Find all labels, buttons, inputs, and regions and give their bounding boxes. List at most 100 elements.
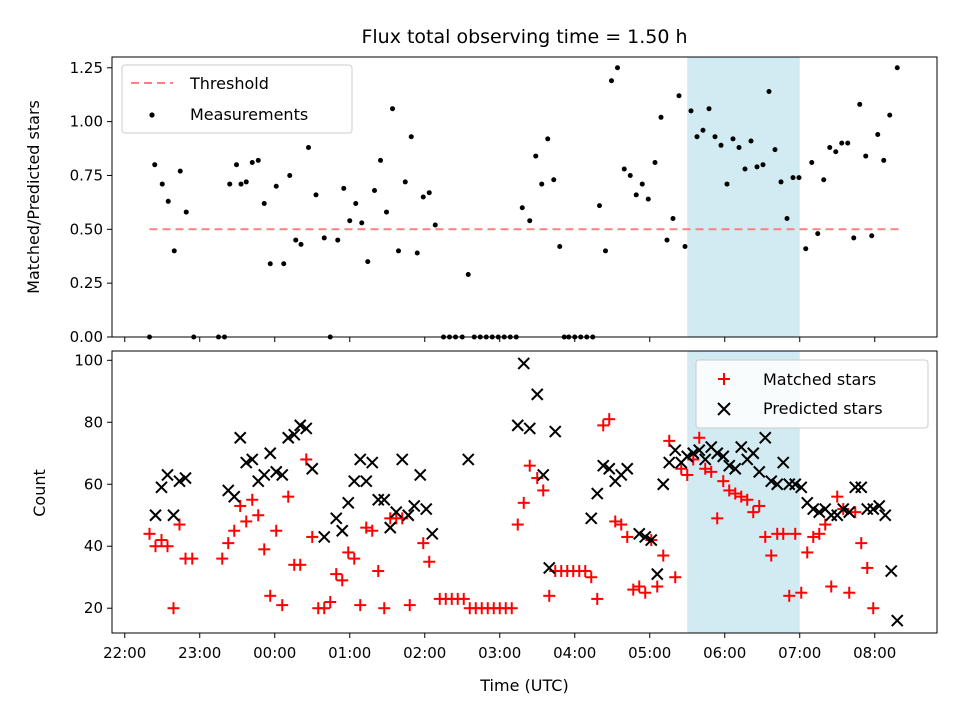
lower-y-tick-label: 80 xyxy=(84,413,103,431)
matched-stars-point xyxy=(861,561,874,574)
predicted-stars-point xyxy=(511,419,524,432)
x-tick-label: 22:00 xyxy=(103,644,146,662)
matched-stars-point xyxy=(603,413,616,426)
x-tick-label: 23:00 xyxy=(178,644,221,662)
predicted-stars-point xyxy=(681,450,694,463)
matched-stars-point xyxy=(294,558,307,571)
matched-stars-point xyxy=(765,549,778,562)
measurement-point xyxy=(372,188,377,194)
matched-stars-point xyxy=(795,586,808,599)
predicted-stars-point xyxy=(390,505,403,519)
matched-stars-point xyxy=(336,574,349,587)
matched-stars-point xyxy=(813,527,826,540)
predicted-stars-point xyxy=(173,474,186,488)
predicted-stars-point xyxy=(759,431,772,444)
matched-stars-point xyxy=(579,565,592,578)
measurement-point xyxy=(306,144,311,150)
measurement-point xyxy=(833,149,839,155)
x-tick-label: 05:00 xyxy=(628,644,671,662)
upper-y-tick-label: 1.00 xyxy=(70,113,103,131)
x-axis-label: Time (UTC) xyxy=(479,676,568,695)
x-tick-label: 07:00 xyxy=(778,644,821,662)
measurement-point xyxy=(869,233,875,239)
upper-plot-frame xyxy=(111,56,938,338)
predicted-stars-point xyxy=(360,474,373,488)
measurement-point xyxy=(281,261,287,267)
predicted-stars-point xyxy=(663,456,676,469)
upper-y-tick-label: 0.25 xyxy=(70,274,103,292)
matched-stars-point xyxy=(591,592,604,605)
matched-stars-legend-swatch xyxy=(718,373,730,385)
matched-stars-point xyxy=(143,527,156,540)
measurement-point xyxy=(313,192,319,198)
matched-stars-point xyxy=(801,546,814,559)
predicted-stars-point xyxy=(348,474,361,488)
measurement-point xyxy=(863,153,869,159)
measurement-point xyxy=(887,112,893,118)
predicted-stars-point xyxy=(807,502,820,516)
predicted-stars-point xyxy=(777,456,790,469)
predicted-stars-point xyxy=(591,487,604,500)
predicted-stars-point xyxy=(597,459,610,472)
measurement-point xyxy=(609,78,614,84)
matched-stars-point xyxy=(693,431,706,444)
measurement-point xyxy=(809,160,815,166)
matched-stars-point xyxy=(639,586,652,599)
measurement-point xyxy=(676,93,682,99)
measurement-point xyxy=(551,177,557,183)
measurement-point xyxy=(730,136,736,142)
predicted-stars-point xyxy=(282,431,295,444)
lower-y-tick-label: 20 xyxy=(84,599,103,617)
predicted-stars-point xyxy=(543,561,556,575)
measurement-point xyxy=(335,237,341,243)
predicted-stars-point xyxy=(330,512,343,525)
x-tick-label: 01:00 xyxy=(328,644,371,662)
measurement-point xyxy=(261,200,267,206)
upper-x-ticks xyxy=(124,337,876,342)
matched-stars-point xyxy=(675,462,688,475)
predicted-stars-point xyxy=(645,533,658,547)
matched-stars-point xyxy=(585,571,598,584)
matched-stars-point xyxy=(149,540,162,553)
matched-stars-point xyxy=(348,552,361,565)
matched-stars-point xyxy=(657,549,670,562)
measurement-point xyxy=(664,237,670,243)
upper-y-ticks: 0.00 0.25 0.50 0.75 1.00 1.25 xyxy=(70,59,112,346)
measurement-point xyxy=(465,272,471,278)
measurement-point xyxy=(152,162,158,168)
matched-stars-point xyxy=(186,552,199,565)
measurement-points xyxy=(147,65,900,340)
measurement-point xyxy=(645,196,651,202)
measurement-point xyxy=(390,106,395,112)
measurement-point xyxy=(748,138,754,144)
measurement-point xyxy=(402,179,408,185)
predicted-stars-point xyxy=(639,530,652,544)
matched-stars-point xyxy=(681,468,694,481)
measurement-point xyxy=(875,132,881,138)
predicted-stars-point xyxy=(396,453,409,466)
threshold-legend-label: Threshold xyxy=(189,74,269,93)
matched-stars-point xyxy=(523,459,536,472)
lower-legend-box xyxy=(695,359,929,429)
measurement-point xyxy=(165,198,171,204)
predicted-stars-point xyxy=(426,527,439,541)
matched-stars-point xyxy=(457,592,470,605)
measurement-point xyxy=(857,101,863,107)
measurement-point xyxy=(255,157,261,163)
measurement-point xyxy=(227,181,233,187)
measurement-point xyxy=(171,248,177,254)
measurement-point xyxy=(249,160,255,166)
matched-stars-point xyxy=(621,530,634,543)
upper-y-tick-label: 0.75 xyxy=(70,166,103,184)
measurement-point xyxy=(633,192,639,198)
matched-stars-point xyxy=(318,602,331,615)
upper-panel: 0.00 0.25 0.50 0.75 1.00 1.25 Flux total obse… xyxy=(24,26,938,346)
predicted-stars-point xyxy=(179,471,192,485)
measurement-point xyxy=(670,216,676,222)
matched-stars-point xyxy=(366,524,379,537)
matched-stars-point xyxy=(777,527,790,540)
lower-plot-frame xyxy=(111,350,938,634)
matched-stars-point xyxy=(741,493,754,506)
predicted-stars-point xyxy=(879,509,892,522)
x-tick-label: 03:00 xyxy=(478,644,521,662)
